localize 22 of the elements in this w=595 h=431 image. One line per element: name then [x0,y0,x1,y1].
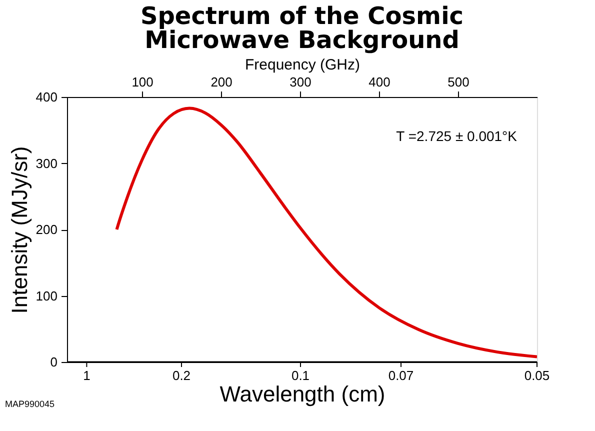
text: MAP990045 [5,399,55,409]
y-axis-title: Intensity (MJy/sr) [6,146,32,314]
text: 0.2 [172,368,191,383]
x-tick-label: 100 [132,74,154,90]
y-tick-label: 300 [36,156,58,171]
text: Spectrum of the Cosmic [140,2,464,30]
x-tick-label: 400 [368,74,390,90]
x-axis-title: Frequency (GHz) [244,56,360,74]
text: 0.07 [388,368,414,383]
line-series [115,106,537,358]
annotation: T =2.725 ± 0.001°K [396,128,518,144]
text: 0.1 [291,368,310,383]
y-tick-label: 400 [36,90,58,104]
x-tick-label: 300 [290,74,312,90]
x-tick-label: 200 [210,74,232,90]
y-tick-label: 200 [36,222,58,237]
text: 0.05 [524,368,550,383]
text: 1 [83,368,90,383]
x-tick-label: 500 [448,74,470,90]
y-tick-label: 0 [50,354,58,370]
y-tick-label: 100 [36,288,58,304]
x2-axis-title: Wavelength (cm) [220,382,386,406]
